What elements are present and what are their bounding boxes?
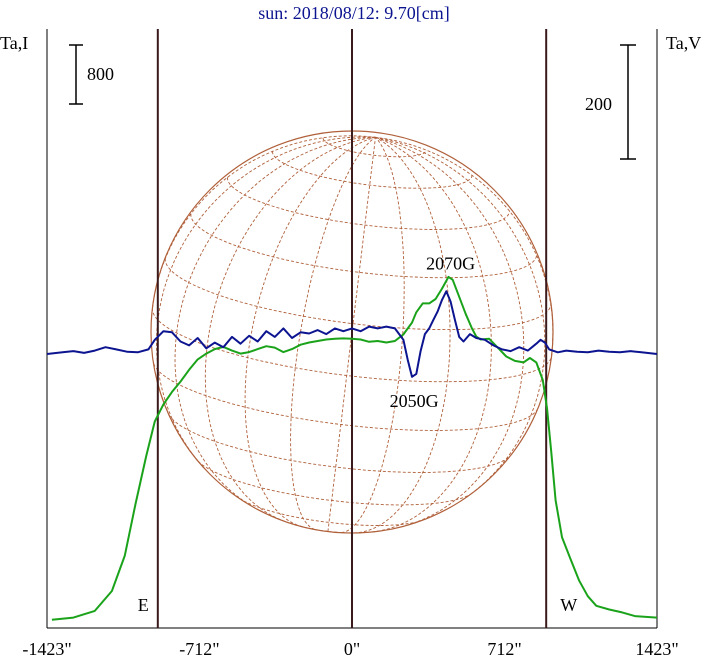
heliographic-grid (151, 135, 554, 534)
latitude-line (272, 151, 473, 189)
longitude-line (327, 137, 376, 532)
series-layer (46, 275, 658, 621)
longitude-line (375, 136, 546, 501)
longitude-line (204, 136, 376, 522)
scale-bar-polarization-label: 200 (585, 94, 612, 114)
longitude-line (375, 136, 525, 526)
scale-bar-intensity: 800 (69, 44, 114, 105)
longitude-line (151, 135, 376, 308)
scale-bar-intensity-label: 800 (87, 64, 114, 84)
solar-disk (150, 130, 554, 534)
longitude-line (372, 136, 492, 533)
x-tick-label: 712" (487, 639, 521, 659)
limb-label: W (560, 595, 577, 615)
longitude-line (156, 136, 376, 469)
annotation-label: 2050G (390, 391, 439, 411)
series-line-I (51, 275, 658, 621)
latitude-line (153, 363, 538, 431)
limb-label: E (138, 595, 149, 615)
x-tick-label: -1423" (22, 639, 71, 659)
x-tick-labels: -1423" -712" 0" 712" 1423" (22, 639, 678, 659)
chart-title: sun: 2018/08/12: 9.70[cm] (258, 3, 450, 23)
longitude-line (244, 136, 376, 528)
annotations: 2070G 2050G (390, 253, 475, 411)
longitude-line (341, 137, 405, 534)
x-tick-label: 1423" (635, 639, 678, 659)
longitude-line (375, 136, 554, 357)
latitude-line (168, 414, 511, 473)
annotation-label: 2070G (426, 253, 475, 273)
longitude-line (353, 136, 451, 534)
latitude-line (239, 498, 422, 526)
left-axis-label: Ta,I (0, 33, 28, 53)
latitude-line (164, 258, 552, 331)
longitude-line (290, 136, 376, 530)
x-tick-label: 0" (344, 639, 360, 659)
series-line-V (46, 290, 658, 378)
x-tick-label: -712" (179, 639, 219, 659)
scale-bar-polarization: 200 (585, 44, 636, 160)
latitude-line (190, 213, 538, 279)
longitude-line (174, 136, 376, 507)
right-axis-label: Ta,V (666, 33, 701, 53)
